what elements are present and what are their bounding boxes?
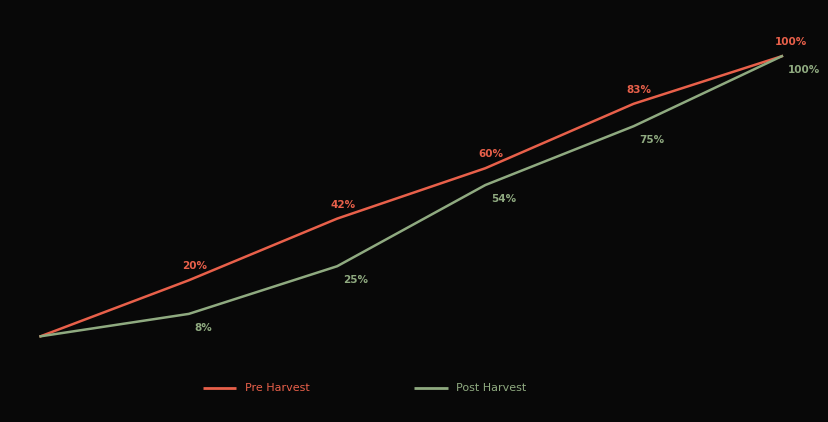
Text: Pre Harvest: Pre Harvest [244, 383, 309, 393]
Text: 75%: 75% [638, 135, 663, 145]
Text: Post Harvest: Post Harvest [455, 383, 526, 393]
Text: 100%: 100% [787, 65, 819, 75]
Text: 83%: 83% [626, 85, 651, 95]
Text: 20%: 20% [181, 261, 207, 271]
Text: 25%: 25% [342, 275, 367, 285]
Text: 60%: 60% [478, 149, 503, 159]
Text: 42%: 42% [330, 200, 355, 210]
Text: 54%: 54% [490, 194, 515, 204]
Text: 100%: 100% [774, 37, 806, 47]
Text: 8%: 8% [194, 322, 212, 333]
